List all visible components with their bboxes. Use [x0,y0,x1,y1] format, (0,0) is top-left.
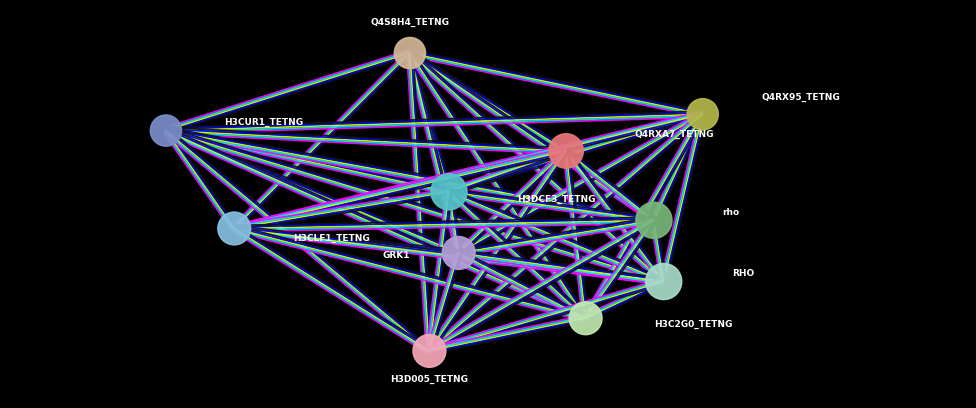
Text: GRK1: GRK1 [383,251,410,259]
Text: RHO: RHO [732,269,754,278]
Text: H3DCF3_TETNG: H3DCF3_TETNG [517,195,595,204]
Ellipse shape [413,335,446,367]
Ellipse shape [150,115,182,146]
Text: rho: rho [722,208,740,217]
Ellipse shape [394,38,426,69]
Ellipse shape [636,202,671,238]
Ellipse shape [442,237,475,269]
Ellipse shape [431,174,467,210]
Text: Q4RXA7_TETNG: Q4RXA7_TETNG [634,130,713,139]
Text: H3D005_TETNG: H3D005_TETNG [390,375,468,384]
Ellipse shape [569,302,602,335]
Text: Q4RX95_TETNG: Q4RX95_TETNG [761,93,840,102]
Ellipse shape [549,134,584,168]
Text: Q4S8H4_TETNG: Q4S8H4_TETNG [371,18,449,27]
Ellipse shape [687,99,718,130]
Text: H3CUR1_TETNG: H3CUR1_TETNG [224,118,304,127]
Text: H3C2G0_TETNG: H3C2G0_TETNG [654,320,732,329]
Ellipse shape [218,212,251,245]
Ellipse shape [646,264,681,299]
Text: H3CLF1_TETNG: H3CLF1_TETNG [293,234,370,243]
